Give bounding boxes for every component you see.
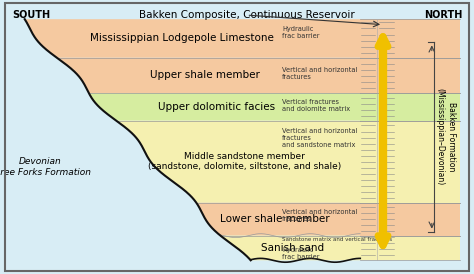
- Text: Upper dolomitic facies: Upper dolomitic facies: [158, 102, 275, 112]
- Polygon shape: [56, 58, 360, 93]
- Text: Hydraulic
frac barrier: Hydraulic frac barrier: [282, 247, 319, 260]
- Polygon shape: [360, 58, 460, 93]
- Polygon shape: [360, 236, 460, 260]
- Text: Sanish sand: Sanish sand: [261, 243, 324, 253]
- Polygon shape: [25, 19, 360, 58]
- Polygon shape: [360, 19, 460, 58]
- Polygon shape: [116, 121, 360, 203]
- Text: Lower shale member: Lower shale member: [220, 214, 330, 224]
- Text: Mississippian Lodgepole Limestone: Mississippian Lodgepole Limestone: [90, 33, 273, 43]
- Text: Middle sandstone member
(sandstone, dolomite, siltstone, and shale): Middle sandstone member (sandstone, dolo…: [148, 152, 342, 171]
- Text: Upper shale member: Upper shale member: [150, 70, 260, 80]
- Text: Bakken Composite, Continuous Reservoir: Bakken Composite, Continuous Reservoir: [138, 10, 355, 19]
- Text: Vertical and horizontal
fractures
and sandstone matrix: Vertical and horizontal fractures and sa…: [282, 129, 357, 148]
- Polygon shape: [360, 93, 460, 121]
- Polygon shape: [360, 203, 460, 236]
- Text: SOUTH: SOUTH: [12, 10, 50, 19]
- Text: Vertical and horizontal
fractures: Vertical and horizontal fractures: [282, 209, 357, 222]
- Text: NORTH: NORTH: [424, 10, 462, 19]
- Text: Hydraulic
frac barrier: Hydraulic frac barrier: [282, 26, 319, 39]
- Polygon shape: [220, 236, 360, 260]
- Text: Devonian
Three Forks Formation: Devonian Three Forks Formation: [0, 158, 91, 177]
- Polygon shape: [196, 203, 360, 236]
- Polygon shape: [89, 93, 360, 121]
- Text: Vertical fractures
and dolomite matrix: Vertical fractures and dolomite matrix: [282, 99, 350, 112]
- Text: Vertical and horizontal
fractures: Vertical and horizontal fractures: [282, 67, 357, 81]
- Text: Bakken Formation
(Mississippian–Devonian): Bakken Formation (Mississippian–Devonian…: [435, 89, 456, 185]
- Polygon shape: [360, 121, 460, 203]
- Text: Sandstone matrix and vertical fractures: Sandstone matrix and vertical fractures: [282, 237, 392, 242]
